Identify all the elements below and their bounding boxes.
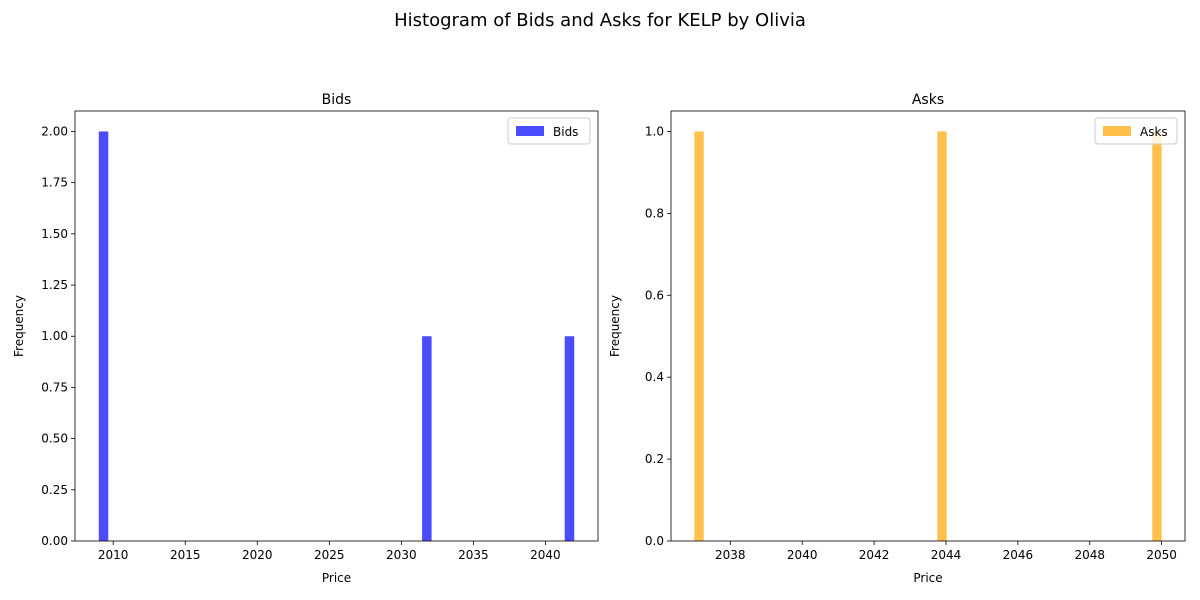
asks-legend-box: [1094, 117, 1178, 145]
bids-xtick-label: 2040: [530, 548, 561, 562]
bids-legend-label: Bids: [553, 125, 578, 139]
bids-xtick-label: 2015: [170, 548, 201, 562]
bids-xtick-label: 2010: [98, 548, 129, 562]
bids-xtick-label: 2020: [242, 548, 273, 562]
bids-x-axis-label: Price: [322, 571, 351, 585]
asks-legend-label: Asks: [1140, 125, 1168, 139]
asks-xtick-label: 2048: [1074, 548, 1105, 562]
bids-ytick-label: 0.75: [41, 380, 68, 394]
bids-ytick-label: 1.75: [41, 176, 68, 190]
asks-axes-frame: [670, 110, 1186, 542]
bids-histogram-panel: 2010 2015 2020 2025 2030 2035 2040 0.00 0.25 0.50…: [12, 92, 599, 585]
bids-xtick-label: 2035: [458, 548, 489, 562]
asks-bar-1: [937, 131, 947, 541]
bids-ytick-label: 2.00: [41, 124, 68, 138]
asks-legend: Asks: [1094, 117, 1178, 145]
bids-ytick-label: 1.50: [41, 227, 68, 241]
asks-ytick-label: 0.0: [645, 534, 664, 548]
bids-ytick-label: 1.00: [41, 329, 68, 343]
asks-legend-swatch: [1103, 126, 1131, 136]
asks-panel-title: Asks: [912, 92, 944, 108]
asks-ytick-label: 0.2: [645, 452, 664, 466]
bids-legend: Bids: [507, 117, 591, 145]
bids-legend-swatch: [516, 126, 544, 136]
bids-xtick-label: 2030: [386, 548, 417, 562]
asks-xtick-label: 2038: [715, 548, 746, 562]
asks-xtick-label: 2046: [1003, 548, 1034, 562]
asks-bar-0: [694, 131, 704, 541]
asks-bar-2: [1152, 131, 1162, 541]
figure-suptitle: Histogram of Bids and Asks for KELP by O…: [394, 10, 806, 31]
bids-bar-2: [564, 336, 575, 541]
asks-ytick-label: 0.8: [645, 206, 664, 220]
asks-xtick-label: 2042: [859, 548, 890, 562]
bids-bar-1: [422, 336, 432, 541]
bids-panel-title: Bids: [322, 92, 352, 108]
asks-ytick-label: 1.0: [645, 124, 664, 138]
asks-xtick-label: 2050: [1146, 548, 1177, 562]
asks-xtick-label: 2040: [787, 548, 818, 562]
asks-ytick-label: 0.6: [645, 288, 664, 302]
asks-y-axis-label: Frequency: [608, 295, 622, 357]
asks-ytick-label: 0.4: [645, 370, 664, 384]
bids-bar-0: [98, 131, 109, 541]
bids-ytick-label: 0.50: [41, 432, 68, 446]
bids-legend-box: [507, 117, 591, 145]
asks-histogram-panel: 2038 2040 2042 2044 2046 2048 2050 0.0 0.2 0.4 0.6…: [608, 92, 1186, 585]
bids-axes-frame: [74, 110, 599, 542]
bids-ytick-label: 0.00: [41, 534, 68, 548]
asks-xtick-label: 2044: [931, 548, 962, 562]
bids-ytick-label: 1.25: [41, 278, 68, 292]
bids-ytick-label: 0.25: [41, 483, 68, 497]
asks-x-axis-label: Price: [913, 571, 942, 585]
bids-xtick-label: 2025: [314, 548, 345, 562]
bids-y-axis-label: Frequency: [12, 295, 26, 357]
